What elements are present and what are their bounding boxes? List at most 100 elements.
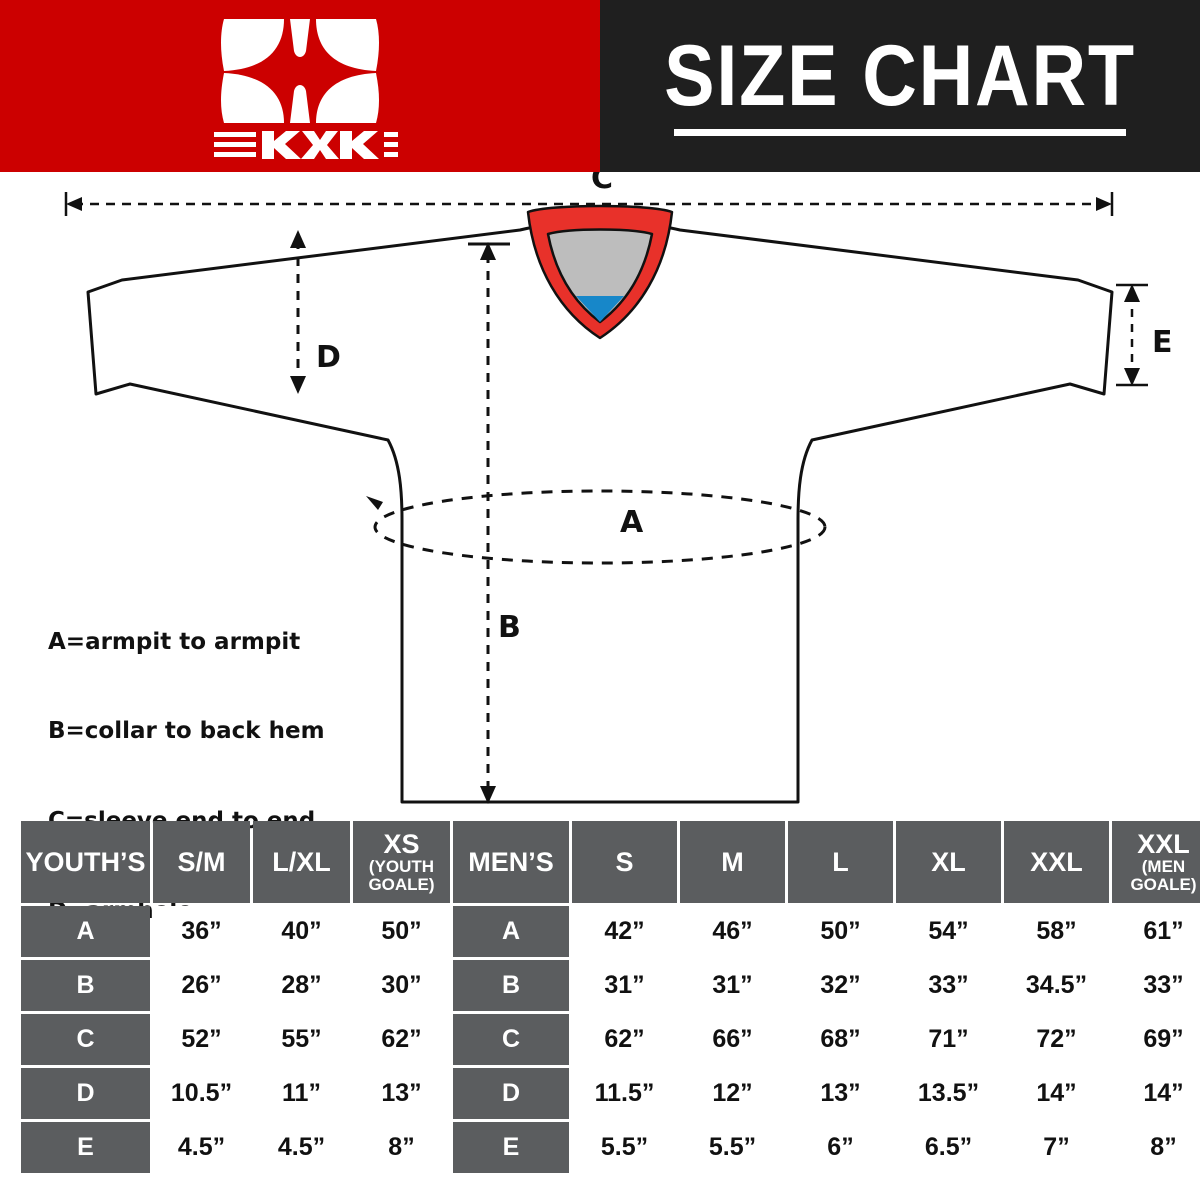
header-l-main: L — [832, 846, 849, 877]
header-xxl-main: XXL — [1030, 846, 1083, 877]
cell-youth-d-lxl: 11” — [253, 1068, 350, 1119]
header-xs-sub: (YOUTH GOALE) — [368, 857, 435, 895]
header-lxl: L/XL — [253, 821, 350, 903]
kxk-hourglass-logo-icon — [200, 11, 400, 161]
dimension-a-label: A — [620, 505, 644, 540]
header-xs-youth-goalie: XS (YOUTH GOALE) — [353, 821, 450, 903]
cell-youth-a-xs: 50” — [353, 906, 450, 957]
header-xxl: XXL — [1004, 821, 1109, 903]
cell-youth-e-xs: 8” — [353, 1122, 450, 1173]
brand-banner — [0, 0, 600, 172]
cell-youth-c-sm: 52” — [153, 1014, 250, 1065]
cell-men-b-xxl: 34.5” — [1004, 960, 1109, 1011]
header-xs-main: XS — [383, 828, 420, 859]
cell-men-d-xxl: 14” — [1004, 1068, 1109, 1119]
table-row: B 26” 28” 30” B 31” 31” 32” 33” 34.5” 33… — [21, 960, 1200, 1011]
header-sm-main: S/M — [177, 846, 226, 877]
cell-men-a-xxl: 58” — [1004, 906, 1109, 957]
cell-youth-b-lxl: 28” — [253, 960, 350, 1011]
row-label-men-c: C — [453, 1014, 569, 1065]
size-table-wrapper: YOUTH’S S/M L/XL XS (YOUTH GOALE) MEN’S — [18, 818, 1200, 1176]
page-header: SIZE CHART — [0, 0, 1200, 172]
cell-youth-c-lxl: 55” — [253, 1014, 350, 1065]
row-label-men-e: E — [453, 1122, 569, 1173]
cell-men-d-m: 12” — [680, 1068, 785, 1119]
cell-men-c-xxlg: 69” — [1112, 1014, 1200, 1065]
cell-men-c-xl: 71” — [896, 1014, 1001, 1065]
row-label-youth-c: C — [21, 1014, 150, 1065]
dimension-e-label: E — [1152, 325, 1173, 360]
table-row: A 36” 40” 50” A 42” 46” 50” 54” 58” 61” — [21, 906, 1200, 957]
dimension-a — [373, 489, 827, 565]
cell-men-a-m: 46” — [680, 906, 785, 957]
page-title-block: SIZE CHART — [600, 0, 1200, 172]
cell-youth-d-sm: 10.5” — [153, 1068, 250, 1119]
cell-men-b-l: 32” — [788, 960, 893, 1011]
cell-men-d-xl: 13.5” — [896, 1068, 1001, 1119]
header-lxl-main: L/XL — [272, 846, 331, 877]
table-row: C 52” 55” 62” C 62” 66” 68” 71” 72” 69” — [21, 1014, 1200, 1065]
cell-youth-a-sm: 36” — [153, 906, 250, 957]
header-youths: YOUTH’S — [21, 821, 150, 903]
cell-men-a-xxlg: 61” — [1112, 906, 1200, 957]
cell-men-e-xxlg: 8” — [1112, 1122, 1200, 1173]
row-label-youth-b: B — [21, 960, 150, 1011]
size-table: YOUTH’S S/M L/XL XS (YOUTH GOALE) MEN’S — [18, 818, 1200, 1176]
cell-youth-e-sm: 4.5” — [153, 1122, 250, 1173]
dimension-b-label: B — [498, 610, 521, 645]
cell-men-b-m: 31” — [680, 960, 785, 1011]
header-s-main: S — [615, 846, 634, 877]
dimension-b — [468, 242, 510, 804]
header-l: L — [788, 821, 893, 903]
cell-men-e-l: 6” — [788, 1122, 893, 1173]
cell-youth-a-lxl: 40” — [253, 906, 350, 957]
dimension-e — [1116, 283, 1148, 387]
dimension-c-label: C — [591, 172, 613, 196]
cell-men-d-l: 13” — [788, 1068, 893, 1119]
row-label-youth-a: A — [21, 906, 150, 957]
cell-youth-e-lxl: 4.5” — [253, 1122, 350, 1173]
header-xxlg-sub: (MEN GOALE) — [1130, 857, 1197, 895]
cell-men-b-xxlg: 33” — [1112, 960, 1200, 1011]
cell-men-d-xxlg: 14” — [1112, 1068, 1200, 1119]
cell-youth-c-xs: 62” — [353, 1014, 450, 1065]
cell-men-e-m: 5.5” — [680, 1122, 785, 1173]
row-label-men-d: D — [453, 1068, 569, 1119]
cell-men-c-xxl: 72” — [1004, 1014, 1109, 1065]
cell-men-b-xl: 33” — [896, 960, 1001, 1011]
cell-youth-b-xs: 30” — [353, 960, 450, 1011]
header-xl: XL — [896, 821, 1001, 903]
row-label-youth-d: D — [21, 1068, 150, 1119]
table-header-row: YOUTH’S S/M L/XL XS (YOUTH GOALE) MEN’S — [21, 821, 1200, 903]
cell-men-c-l: 68” — [788, 1014, 893, 1065]
dimension-d-label: D — [316, 340, 341, 375]
cell-men-d-s: 11.5” — [572, 1068, 677, 1119]
dimension-c — [64, 192, 1114, 216]
cell-men-c-s: 62” — [572, 1014, 677, 1065]
header-mens-main: MEN’S — [468, 846, 554, 877]
dimension-a-arrowhead — [366, 496, 383, 510]
header-m-main: M — [721, 846, 744, 877]
table-row: D 10.5” 11” 13” D 11.5” 12” 13” 13.5” 14… — [21, 1068, 1200, 1119]
cell-men-a-l: 50” — [788, 906, 893, 957]
cell-men-a-s: 42” — [572, 906, 677, 957]
row-label-men-b: B — [453, 960, 569, 1011]
cell-men-e-xl: 6.5” — [896, 1122, 1001, 1173]
row-label-youth-e: E — [21, 1122, 150, 1173]
cell-men-b-s: 31” — [572, 960, 677, 1011]
header-youths-main: YOUTH’S — [25, 846, 146, 877]
jersey-collar — [526, 204, 674, 340]
header-m: M — [680, 821, 785, 903]
header-s: S — [572, 821, 677, 903]
jersey-diagram: D E A — [0, 161, 1200, 817]
title-underline — [674, 129, 1126, 137]
header-xxl-men-goalie: XXL (MEN GOALE) — [1112, 821, 1200, 903]
header-xl-main: XL — [931, 846, 966, 877]
row-label-men-a: A — [453, 906, 569, 957]
legend-line-a: A=armpit to armpit — [48, 628, 301, 655]
table-row: E 4.5” 4.5” 8” E 5.5” 5.5” 6” 6.5” 7” 8” — [21, 1122, 1200, 1173]
page-title: SIZE CHART — [664, 27, 1136, 124]
cell-youth-b-sm: 26” — [153, 960, 250, 1011]
dimension-d — [290, 230, 306, 394]
